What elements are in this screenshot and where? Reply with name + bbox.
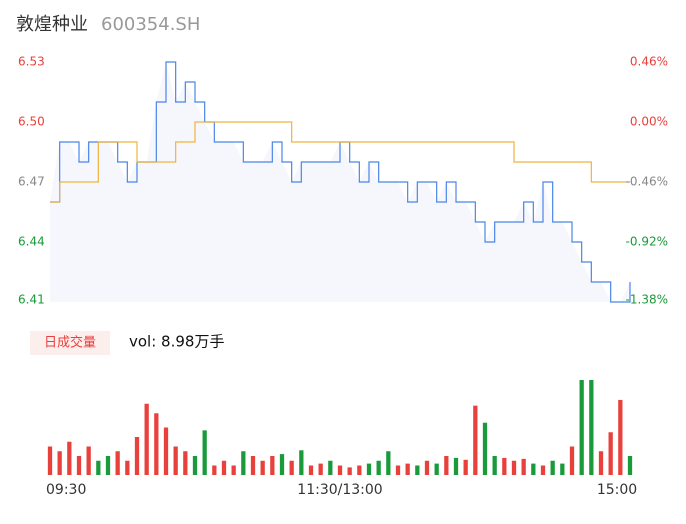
volume-bar <box>618 399 623 475</box>
volume-bar <box>202 430 207 475</box>
volume-bar <box>589 380 594 475</box>
volume-bar <box>308 465 314 475</box>
y-tick-label: 6.50 <box>18 115 45 129</box>
volume-bar <box>241 451 246 475</box>
volume-bar <box>279 454 285 475</box>
volume-bar <box>453 457 459 475</box>
volume-bar <box>540 465 546 475</box>
y-tick-label: 6.53 <box>18 55 45 69</box>
y-tick-label: 6.44 <box>18 235 45 249</box>
volume-bar <box>608 432 613 475</box>
volume-tab <box>30 331 110 355</box>
volume-bar <box>511 460 517 475</box>
volume-bar <box>105 456 111 475</box>
chart-subtitle: 600354.SH <box>101 14 200 35</box>
volume-bar <box>76 456 82 475</box>
volume-bar <box>125 460 130 475</box>
volume-bar <box>212 465 217 475</box>
volume-bar <box>415 465 420 475</box>
volume-bar <box>57 451 62 475</box>
y-tick-label: 6.47 <box>18 175 45 189</box>
volume-bar <box>115 451 120 475</box>
volume-bar <box>221 460 227 475</box>
volume-bar <box>386 451 391 475</box>
volume-bar <box>569 446 575 475</box>
volume-bar <box>531 463 536 475</box>
volume-bar <box>366 463 372 475</box>
volume-bar <box>463 459 468 475</box>
volume-bar <box>260 460 265 475</box>
volume-bar <box>47 446 53 475</box>
volume-bar <box>250 456 256 475</box>
volume-bar <box>154 413 159 475</box>
volume-bar <box>424 460 430 475</box>
volume-bar <box>550 460 555 475</box>
volume-bar <box>502 457 507 475</box>
volume-label: vol: 8.98万手 <box>129 333 224 351</box>
volume-bar <box>231 465 236 475</box>
x-tick-label: 15:00 <box>597 482 637 498</box>
volume-bar <box>347 467 352 475</box>
y-tick-label: 6.41 <box>18 293 45 307</box>
volume-bar <box>318 463 323 475</box>
y2-tick-label: -1.38% <box>626 293 668 307</box>
volume-bar <box>434 463 439 475</box>
volume-bar <box>579 380 584 475</box>
volume-bar <box>492 456 497 475</box>
volume-bar <box>598 451 604 475</box>
x-tick-label: 11:30/13:00 <box>297 482 382 498</box>
volume-bar <box>270 456 275 475</box>
volume-bar <box>627 456 633 475</box>
volume-bar <box>482 422 488 475</box>
chart-title: 敦煌种业 <box>16 14 88 35</box>
volume-bar <box>299 450 304 475</box>
volume-bar <box>173 446 178 475</box>
y2-tick-label: 0.46% <box>630 55 668 69</box>
volume-bar <box>328 460 333 475</box>
volume-bar <box>183 451 188 475</box>
volume-bar <box>560 463 565 475</box>
volume-bar <box>67 441 72 475</box>
volume-bar <box>444 456 449 475</box>
volume-bar <box>192 456 198 475</box>
volume-title: 日成交量 <box>44 335 96 351</box>
volume-bar <box>337 465 343 475</box>
volume-bar <box>521 458 526 475</box>
volume-bar <box>144 403 149 475</box>
volume-bar <box>376 460 381 475</box>
volume-bar <box>96 460 101 475</box>
volume-bar <box>395 465 401 475</box>
volume-bar <box>357 465 362 475</box>
y2-tick-label: -0.46% <box>626 175 668 189</box>
x-tick-label: 09:30 <box>46 482 86 498</box>
volume-bar <box>86 446 91 475</box>
volume-bar <box>473 405 478 475</box>
y2-tick-label: -0.92% <box>626 235 668 249</box>
volume-bar <box>289 460 294 475</box>
volume-bar <box>134 437 140 475</box>
y2-tick-label: 0.00% <box>630 115 668 129</box>
volume-bar <box>405 463 410 475</box>
volume-bar <box>163 427 169 475</box>
series-line <box>50 121 630 203</box>
